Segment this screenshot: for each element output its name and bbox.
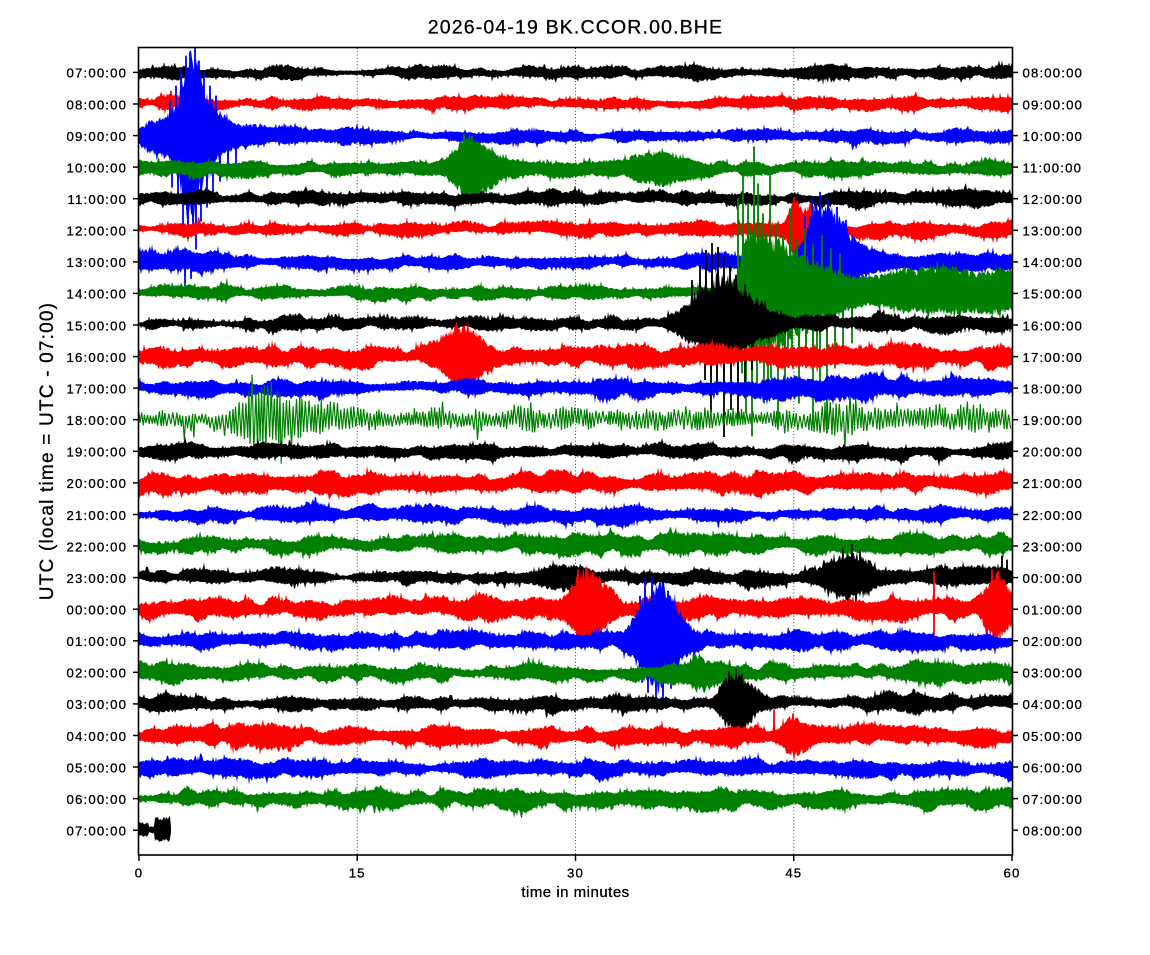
svg-text:13:00:00: 13:00:00 xyxy=(1023,224,1084,239)
svg-text:22:00:00: 22:00:00 xyxy=(67,539,128,554)
svg-text:12:00:00: 12:00:00 xyxy=(67,224,128,239)
svg-text:45: 45 xyxy=(785,866,802,881)
svg-text:05:00:00: 05:00:00 xyxy=(1023,729,1084,744)
svg-text:02:00:00: 02:00:00 xyxy=(67,666,128,681)
svg-text:14:00:00: 14:00:00 xyxy=(67,287,128,302)
svg-text:21:00:00: 21:00:00 xyxy=(67,508,128,523)
svg-text:19:00:00: 19:00:00 xyxy=(1023,413,1084,428)
svg-text:21:00:00: 21:00:00 xyxy=(1023,476,1084,491)
svg-text:11:00:00: 11:00:00 xyxy=(1023,160,1083,175)
svg-text:17:00:00: 17:00:00 xyxy=(67,381,128,396)
svg-text:09:00:00: 09:00:00 xyxy=(1023,97,1084,112)
svg-text:10:00:00: 10:00:00 xyxy=(1023,129,1084,144)
svg-text:07:00:00: 07:00:00 xyxy=(1023,792,1084,807)
svg-text:10:00:00: 10:00:00 xyxy=(67,160,128,175)
svg-text:08:00:00: 08:00:00 xyxy=(67,97,128,112)
svg-text:16:00:00: 16:00:00 xyxy=(1023,318,1084,333)
svg-text:01:00:00: 01:00:00 xyxy=(1023,603,1084,618)
svg-text:00:00:00: 00:00:00 xyxy=(67,603,128,618)
svg-text:22:00:00: 22:00:00 xyxy=(1023,508,1084,523)
svg-text:05:00:00: 05:00:00 xyxy=(67,760,128,775)
svg-text:00:00:00: 00:00:00 xyxy=(1023,571,1084,586)
svg-text:19:00:00: 19:00:00 xyxy=(67,445,128,460)
svg-text:18:00:00: 18:00:00 xyxy=(1023,381,1084,396)
svg-text:06:00:00: 06:00:00 xyxy=(67,792,128,807)
svg-text:0: 0 xyxy=(135,866,143,881)
svg-text:04:00:00: 04:00:00 xyxy=(1023,697,1084,712)
svg-text:15:00:00: 15:00:00 xyxy=(1023,287,1084,302)
svg-text:60: 60 xyxy=(1004,866,1021,881)
svg-text:03:00:00: 03:00:00 xyxy=(67,697,128,712)
svg-text:time in minutes: time in minutes xyxy=(521,884,629,901)
svg-text:18:00:00: 18:00:00 xyxy=(67,413,128,428)
svg-text:30: 30 xyxy=(567,866,584,881)
svg-text:01:00:00: 01:00:00 xyxy=(67,634,128,649)
svg-text:15:00:00: 15:00:00 xyxy=(67,318,128,333)
svg-text:UTC (local time = UTC - 07:00): UTC (local time = UTC - 07:00) xyxy=(37,302,58,600)
svg-text:08:00:00: 08:00:00 xyxy=(1023,824,1084,839)
svg-text:23:00:00: 23:00:00 xyxy=(67,571,128,586)
svg-text:14:00:00: 14:00:00 xyxy=(1023,255,1084,270)
svg-text:07:00:00: 07:00:00 xyxy=(67,66,128,81)
svg-text:11:00:00: 11:00:00 xyxy=(68,192,128,207)
svg-text:16:00:00: 16:00:00 xyxy=(67,350,128,365)
svg-text:12:00:00: 12:00:00 xyxy=(1023,192,1084,207)
svg-text:07:00:00: 07:00:00 xyxy=(67,824,128,839)
svg-text:23:00:00: 23:00:00 xyxy=(1023,539,1084,554)
svg-text:20:00:00: 20:00:00 xyxy=(67,476,128,491)
svg-text:03:00:00: 03:00:00 xyxy=(1023,666,1084,681)
svg-text:09:00:00: 09:00:00 xyxy=(67,129,128,144)
svg-text:06:00:00: 06:00:00 xyxy=(1023,760,1084,775)
svg-text:04:00:00: 04:00:00 xyxy=(67,729,128,744)
svg-text:08:00:00: 08:00:00 xyxy=(1023,66,1084,81)
svg-text:15: 15 xyxy=(349,866,366,881)
svg-text:20:00:00: 20:00:00 xyxy=(1023,445,1084,460)
svg-text:13:00:00: 13:00:00 xyxy=(67,255,128,270)
svg-text:02:00:00: 02:00:00 xyxy=(1023,634,1084,649)
svg-text:17:00:00: 17:00:00 xyxy=(1023,350,1084,365)
svg-text:2026-04-19 BK.CCOR.00.BHE: 2026-04-19 BK.CCOR.00.BHE xyxy=(428,17,723,39)
